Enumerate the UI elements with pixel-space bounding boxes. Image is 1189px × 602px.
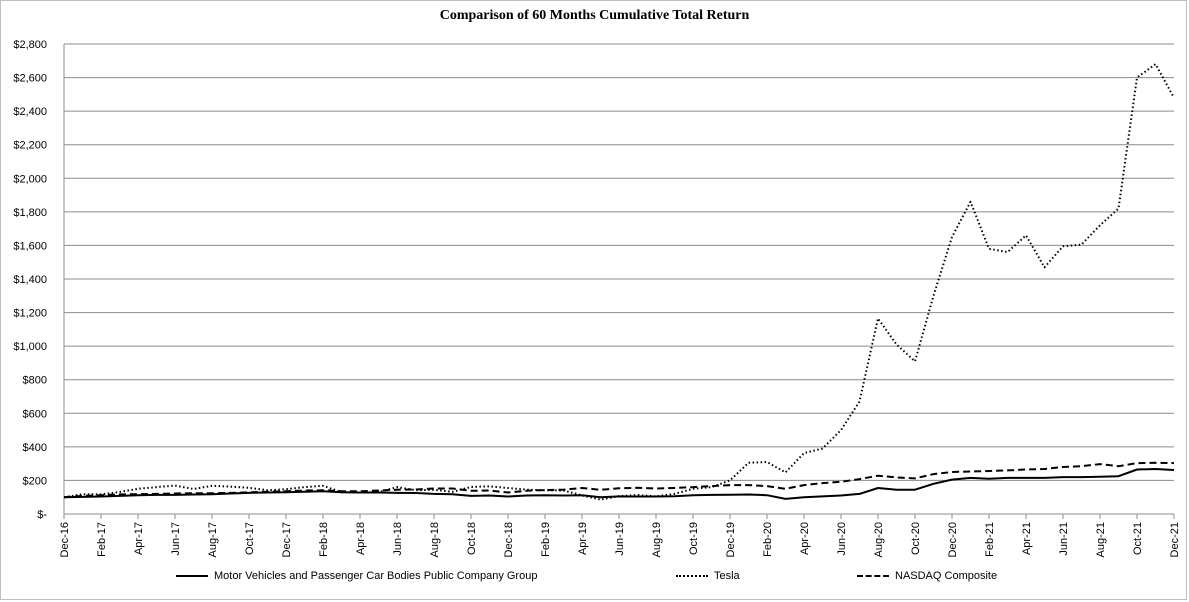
x-tick-label: Jun-21 — [1058, 522, 1070, 556]
y-tick-label: $1,400 — [13, 274, 47, 286]
x-tick-label: Apr-19 — [577, 522, 589, 555]
x-tick-label: Oct-21 — [1132, 522, 1144, 555]
x-tick-label: Feb-20 — [762, 522, 774, 557]
x-axis-ticks: Dec-16 Feb-17 Apr-17 Jun-17 Aug-17 Oct-17 Dec-… — [59, 522, 1181, 557]
x-tick-label: Dec-20 — [947, 522, 959, 557]
x-tick-label: Jun-19 — [614, 522, 626, 556]
x-tick-label: Jun-17 — [170, 522, 182, 556]
legend-swatch-solid — [176, 575, 208, 577]
y-tick-label: $1,200 — [13, 308, 47, 320]
x-tick-label: Oct-17 — [244, 522, 256, 555]
x-tick-label: Feb-19 — [540, 522, 552, 557]
chart-title: Comparison of 60 Months Cumulative Total… — [439, 8, 750, 23]
y-tick-label: $2,400 — [13, 106, 47, 118]
legend-label: NASDAQ Composite — [895, 570, 998, 582]
x-tick-label: Aug-18 — [429, 522, 441, 557]
y-tick-label: $2,600 — [13, 73, 47, 85]
x-tick-label: Dec-17 — [281, 522, 293, 557]
x-tick-label: Apr-21 — [1021, 522, 1033, 555]
legend-label: Motor Vehicles and Passenger Car Bodies … — [214, 570, 538, 582]
x-tick-label: Jun-20 — [836, 522, 848, 556]
x-tick-label: Oct-20 — [910, 522, 922, 555]
x-tick-label: Apr-17 — [133, 522, 145, 555]
y-tick-label: $- — [37, 509, 47, 521]
gridlines — [64, 43, 1174, 481]
x-tick-label: Aug-21 — [1095, 522, 1107, 557]
x-tick-label: Oct-18 — [466, 522, 478, 555]
y-tick-label: $2,000 — [13, 173, 47, 185]
x-tick-label: Feb-18 — [318, 522, 330, 557]
y-tick-label: $400 — [23, 442, 47, 454]
x-tick-label: Aug-17 — [207, 522, 219, 557]
y-tick-label: $800 — [23, 375, 47, 387]
legend-item-nasdaq: NASDAQ Composite — [857, 570, 997, 582]
x-tick-label: Dec-21 — [1169, 522, 1181, 557]
y-tick-label: $2,200 — [13, 140, 47, 152]
x-tick-label: Oct-19 — [688, 522, 700, 555]
legend-item-motor-vehicles: Motor Vehicles and Passenger Car Bodies … — [176, 570, 537, 582]
series-line-solid — [63, 468, 1175, 500]
y-axis-ticks: $- $200 $400 $600 $800 $1,000 $1,200 $1,400 $1,6… — [13, 39, 47, 521]
y-tick-label: $1,800 — [13, 207, 47, 219]
y-tick-label: $600 — [23, 408, 47, 420]
series-lines — [63, 63, 1175, 501]
x-tick-label: Dec-18 — [503, 522, 515, 557]
y-tick-label: $200 — [23, 475, 47, 487]
y-tick-label: $1,600 — [13, 240, 47, 252]
legend-item-tesla: Tesla — [676, 570, 740, 582]
y-tick-label: $2,800 — [13, 39, 47, 51]
x-tick-label: Feb-21 — [984, 522, 996, 557]
legend-swatch-dotted — [676, 575, 708, 577]
x-tick-label: Apr-18 — [355, 522, 367, 555]
x-tick-label: Apr-20 — [799, 522, 811, 555]
y-tick-label: $1,000 — [13, 341, 47, 353]
x-tick-label: Dec-16 — [59, 522, 71, 557]
x-tick-label: Aug-20 — [873, 522, 885, 557]
legend: Motor Vehicles and Passenger Car Bodies … — [0, 570, 1189, 586]
x-tick-label: Feb-17 — [96, 522, 108, 557]
legend-label: Tesla — [714, 570, 740, 582]
axes — [63, 44, 1175, 519]
x-tick-label: Dec-19 — [725, 522, 737, 557]
series-line-dashed — [63, 461, 1175, 499]
series-line-dotted — [63, 63, 1175, 501]
x-tick-label: Aug-19 — [651, 522, 663, 557]
legend-swatch-dashed — [857, 575, 889, 577]
x-tick-label: Jun-18 — [392, 522, 404, 556]
